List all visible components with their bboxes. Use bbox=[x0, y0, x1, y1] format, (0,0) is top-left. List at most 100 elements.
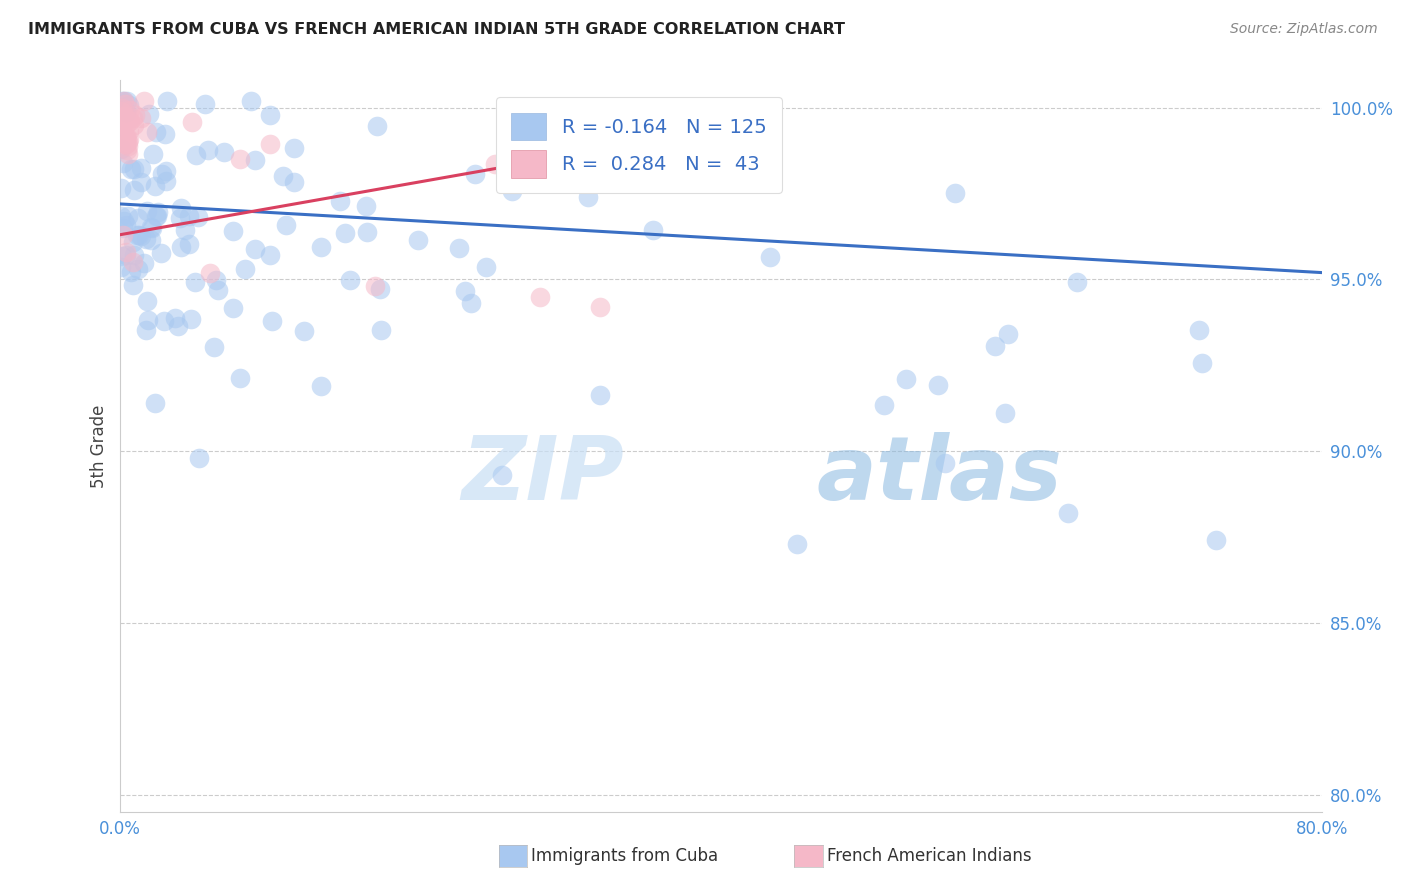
Point bbox=[136, 312, 159, 326]
Point bbox=[576, 189, 599, 203]
Point bbox=[170, 240, 193, 254]
Point bbox=[356, 226, 378, 240]
Point bbox=[132, 94, 155, 108]
Point bbox=[115, 112, 138, 126]
Point bbox=[1057, 506, 1080, 520]
Point bbox=[927, 378, 949, 392]
Point bbox=[155, 174, 177, 188]
Point bbox=[873, 398, 896, 412]
Point bbox=[115, 137, 138, 152]
Point bbox=[110, 142, 132, 156]
Point bbox=[274, 219, 297, 233]
Point bbox=[124, 108, 146, 122]
Point bbox=[117, 143, 139, 157]
Point bbox=[145, 210, 167, 224]
Point bbox=[259, 247, 281, 261]
Point bbox=[529, 290, 551, 304]
Point bbox=[460, 295, 482, 310]
Point bbox=[309, 240, 332, 254]
Point bbox=[110, 209, 132, 223]
Point bbox=[984, 339, 1007, 353]
Point bbox=[339, 273, 361, 287]
Point bbox=[243, 153, 266, 167]
Point bbox=[589, 300, 612, 314]
Point bbox=[758, 250, 780, 264]
Point bbox=[333, 226, 356, 240]
Point bbox=[273, 169, 295, 183]
Point bbox=[117, 147, 139, 161]
Point bbox=[136, 125, 159, 139]
Point bbox=[180, 312, 202, 326]
Point bbox=[122, 118, 145, 132]
Point bbox=[124, 162, 146, 177]
Point bbox=[197, 143, 219, 157]
Point bbox=[115, 136, 138, 151]
Point bbox=[366, 119, 388, 133]
Point bbox=[120, 161, 142, 176]
Point bbox=[165, 310, 187, 325]
Point bbox=[136, 204, 159, 219]
Text: French American Indians: French American Indians bbox=[827, 847, 1032, 865]
Point bbox=[170, 201, 193, 215]
Point bbox=[943, 186, 966, 200]
Point bbox=[141, 221, 163, 235]
Point bbox=[117, 139, 139, 153]
Point bbox=[128, 228, 150, 243]
Point bbox=[259, 137, 281, 152]
Point bbox=[464, 167, 486, 181]
Point bbox=[115, 248, 138, 262]
Point bbox=[1205, 533, 1227, 548]
Point bbox=[122, 112, 145, 126]
Point bbox=[187, 211, 209, 225]
Point bbox=[354, 199, 377, 213]
Point bbox=[114, 130, 136, 145]
Point bbox=[156, 94, 179, 108]
Point bbox=[406, 233, 429, 247]
Point bbox=[112, 227, 135, 242]
Point bbox=[1188, 323, 1211, 337]
Point bbox=[129, 175, 152, 189]
Point bbox=[194, 97, 217, 112]
Point bbox=[229, 371, 252, 385]
Point bbox=[454, 285, 477, 299]
Point bbox=[121, 255, 143, 269]
Point bbox=[117, 209, 139, 223]
Point bbox=[934, 457, 956, 471]
Point bbox=[135, 293, 157, 308]
Point bbox=[131, 161, 153, 176]
Point bbox=[283, 175, 305, 189]
Point bbox=[180, 114, 202, 128]
Point bbox=[122, 183, 145, 197]
Point bbox=[228, 152, 252, 166]
Legend: R = -0.164   N = 125, R =  0.284   N =  43: R = -0.164 N = 125, R = 0.284 N = 43 bbox=[496, 97, 782, 194]
Point bbox=[114, 97, 136, 112]
Point bbox=[222, 224, 245, 238]
Point bbox=[112, 156, 135, 170]
Point bbox=[560, 166, 582, 180]
Point bbox=[177, 209, 200, 223]
Point bbox=[150, 167, 173, 181]
Point bbox=[589, 388, 612, 402]
Point bbox=[139, 219, 162, 234]
Point bbox=[127, 261, 149, 276]
Point bbox=[139, 233, 162, 247]
Point bbox=[120, 265, 142, 279]
Point bbox=[115, 94, 138, 108]
Point bbox=[115, 244, 138, 259]
Point bbox=[132, 256, 155, 270]
Point bbox=[118, 124, 141, 138]
Point bbox=[124, 247, 146, 261]
Point bbox=[641, 223, 664, 237]
Point bbox=[125, 228, 148, 243]
Point bbox=[114, 111, 136, 125]
Point bbox=[110, 181, 132, 195]
Point bbox=[475, 260, 498, 274]
Point bbox=[364, 279, 387, 293]
Point bbox=[894, 371, 917, 385]
Point bbox=[112, 109, 135, 123]
Point bbox=[243, 242, 266, 256]
Point bbox=[202, 340, 225, 354]
Point bbox=[115, 219, 138, 233]
Point bbox=[169, 211, 191, 225]
Point bbox=[118, 132, 141, 146]
